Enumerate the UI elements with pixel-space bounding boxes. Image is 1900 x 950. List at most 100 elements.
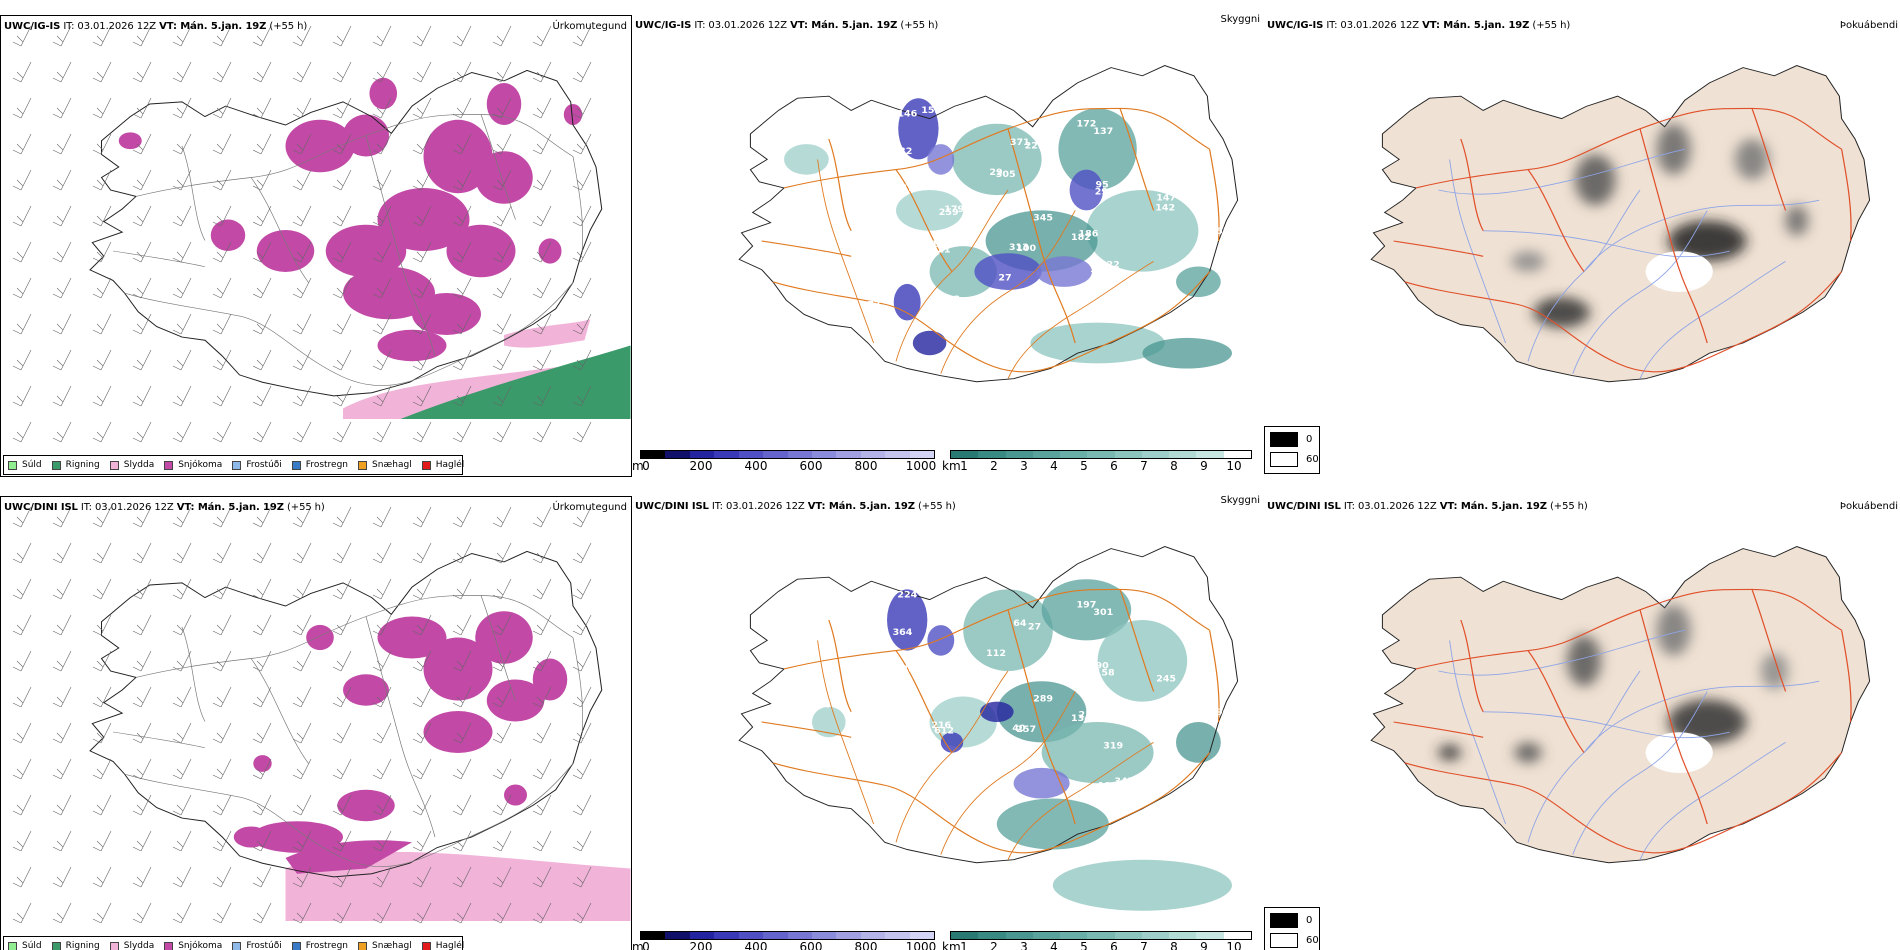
fog-index-panel: 0 60 UWC/IG-IS IT: 03.01.2026 12Z VT: Mán.…: [1264, 15, 1900, 477]
height-label: 216: [931, 721, 951, 731]
fog-legend: 0 60: [1264, 907, 1320, 950]
height-label: 319: [1103, 742, 1123, 752]
model-name: UWC/IG-IS: [4, 21, 61, 32]
height-label: 341: [811, 220, 831, 230]
legend-swatch: [1270, 933, 1298, 948]
fog-legend: 0 60: [1264, 426, 1320, 474]
init-time: IT: 03.01.2026 12Z: [1323, 20, 1423, 31]
height-label: 167: [940, 776, 960, 786]
height-label: 190: [1090, 265, 1110, 275]
legend-label: 0: [1306, 915, 1313, 926]
legend-item: 60: [1270, 933, 1319, 948]
legend-label: Frostúði: [246, 941, 282, 950]
height-labels: 289 612 64 345 143 90 248 224 217 144 197 257 484 245…: [811, 587, 1230, 801]
colorbar-tick: 600: [799, 940, 823, 950]
valid-time: VT: Mán. 5.jan. 19Z: [790, 20, 898, 31]
lead-time: (+55 h): [897, 20, 939, 31]
lead-time: (+55 h): [266, 21, 308, 32]
colorbar-tick: 200: [689, 940, 713, 950]
legend-swatch: [291, 941, 301, 950]
precip-field: [118, 77, 631, 419]
precip-type-map: [12, 506, 631, 924]
legend-label: Snjókoma: [178, 460, 223, 470]
height-label: 137: [1093, 127, 1113, 137]
height-colorbar: m 0 200 400 600 800 1000: [632, 450, 942, 473]
height-label: 143: [939, 689, 959, 699]
legend-label: 60: [1306, 935, 1319, 946]
height-label: 332: [893, 148, 913, 158]
height-label: 209: [872, 243, 892, 253]
valid-time: VT: Mán. 5.jan. 19Z: [176, 502, 284, 513]
height-label: 248: [956, 782, 976, 792]
colorbar-tick: 7: [1140, 940, 1148, 950]
fog-index-panel: 0 60 UWC/DINI ISL IT: 03.01.2026 12Z VT: M…: [1264, 496, 1900, 950]
height-label: 484: [902, 665, 922, 675]
colorbar-tick: 7: [1140, 459, 1148, 473]
legend-swatch: [421, 941, 431, 950]
legend-item: Slydda: [109, 460, 154, 470]
legend-swatch: [1270, 452, 1298, 467]
colorbar-tick: 800: [854, 940, 878, 950]
legend-swatch: [358, 460, 368, 470]
height-label: 116: [1038, 672, 1058, 682]
height-label: 27: [1028, 623, 1041, 633]
legend-label: Frostregn: [305, 941, 349, 950]
height-label: 313: [1009, 243, 1029, 253]
height-colorbar: m 0 200 400 600 800 1000: [632, 931, 942, 950]
panel-header: UWC/DINI ISL IT: 03.01.2026 12Z VT: Mán.…: [4, 502, 325, 513]
lead-time: (+55 h): [1529, 20, 1571, 31]
colorbar-tick: 6: [1110, 459, 1118, 473]
height-label: 257: [1016, 726, 1036, 736]
legend-label: Súld: [22, 460, 42, 470]
height-label: 40: [1012, 724, 1025, 734]
height-label: 134: [1071, 715, 1091, 725]
height-label: 76: [881, 311, 894, 321]
height-label: 229: [1025, 142, 1045, 152]
height-label: 147: [1156, 194, 1176, 204]
legend-label: Haglél: [435, 460, 465, 470]
fog-index-map: [1370, 65, 1871, 383]
height-label: 296: [1095, 188, 1115, 198]
lead-time: (+55 h): [1546, 501, 1588, 512]
legend-item: Slydda: [109, 941, 154, 950]
height-label: 371: [1010, 138, 1030, 148]
legend-swatch: [8, 460, 17, 470]
legend-swatch: [164, 941, 174, 950]
height-label: 361: [1038, 191, 1058, 201]
legend-item: Snjókoma: [164, 941, 222, 950]
precip-legend: Súld Rigning Slydda Snjókoma Frostúði Frostre…: [3, 936, 464, 950]
model-name: UWC/DINI ISL: [4, 502, 78, 513]
height-label: 112: [931, 240, 951, 250]
height-label: 182: [1071, 234, 1091, 244]
lead-time: (+55 h): [283, 502, 325, 513]
height-label: 243: [1114, 296, 1134, 306]
height-label: 134: [902, 184, 922, 194]
wind-barbs: [12, 506, 592, 924]
legend-label: Súld: [22, 941, 42, 950]
height-label: 146: [897, 110, 917, 120]
height-label: 335: [912, 180, 932, 190]
precip-type-map: [12, 25, 631, 443]
legend-item: Frostúði: [232, 941, 282, 950]
legend-label: Snæhagl: [372, 460, 412, 470]
height-label: 186: [1078, 230, 1098, 240]
height-label: 289: [1033, 695, 1053, 705]
valid-time: VT: Mán. 5.jan. 19Z: [807, 501, 915, 512]
legend-swatch: [358, 941, 368, 950]
legend-item: Snæhagl: [358, 941, 412, 950]
colorbar-tick: 600: [799, 459, 823, 473]
lead-time: (+55 h): [914, 501, 956, 512]
legend-item: Haglél: [421, 460, 465, 470]
legend-item: Frostregn: [291, 941, 349, 950]
model-name: UWC/IG-IS: [635, 20, 692, 31]
fog-field: [1511, 123, 1808, 328]
height-label: 301: [1093, 608, 1113, 618]
colorbar-tick: 1: [960, 940, 968, 950]
height-label: 323: [940, 295, 960, 305]
colorbar-tick: 1000: [905, 459, 937, 473]
colorbar-tick: 5: [1080, 940, 1088, 950]
legend-item: 60: [1270, 452, 1319, 467]
fog-index-map: [1370, 546, 1871, 864]
height-label: 152: [921, 106, 941, 116]
height-label: 21: [937, 246, 950, 256]
